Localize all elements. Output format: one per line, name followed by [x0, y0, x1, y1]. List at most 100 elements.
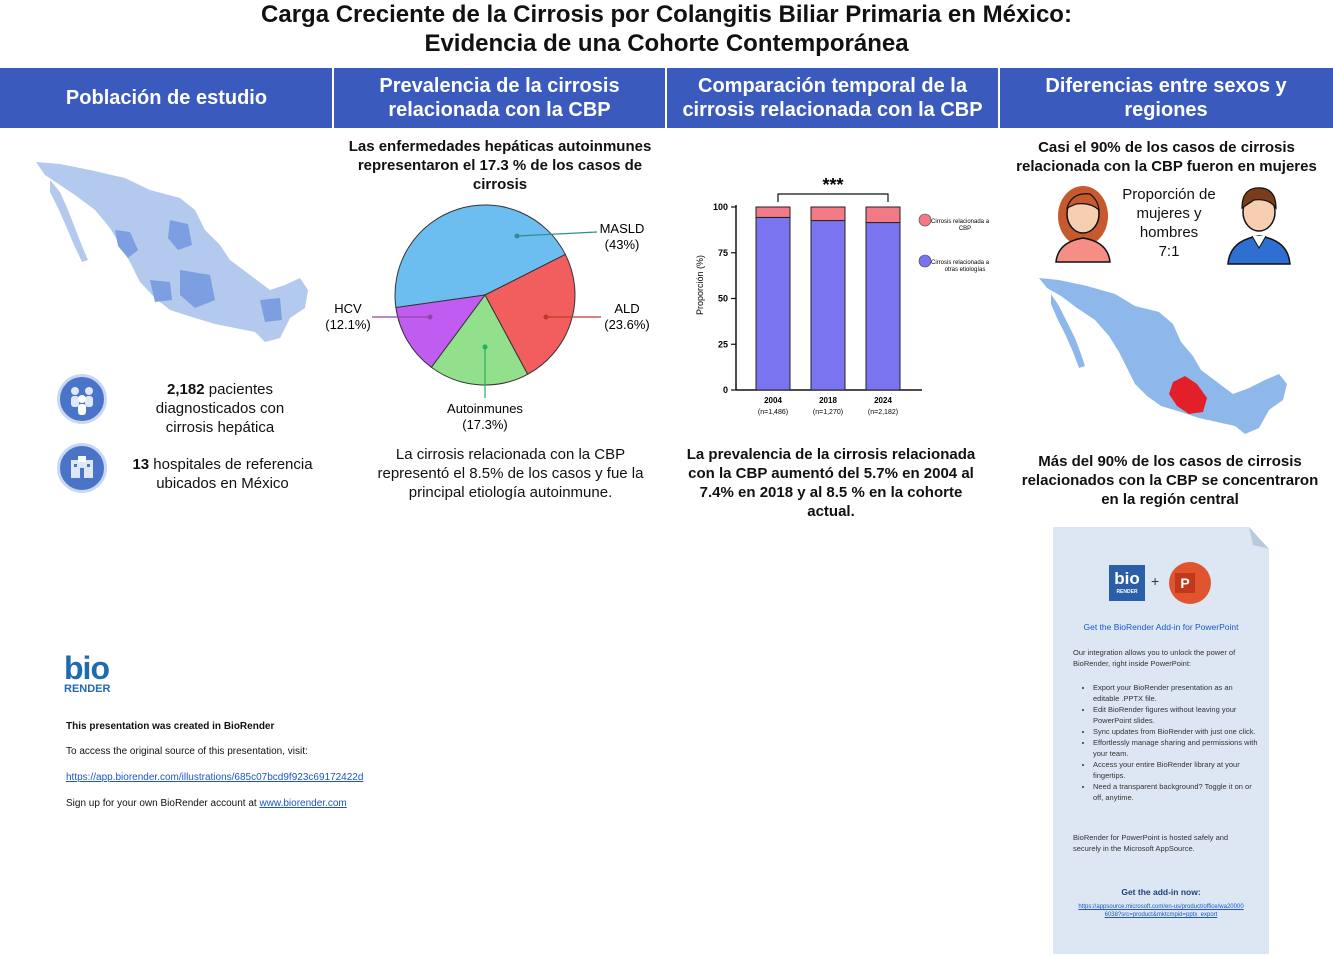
y-axis-label: Proporción (%)	[695, 255, 705, 315]
pie-slice-ald	[484, 253, 576, 375]
ald-label: ALD	[614, 301, 639, 316]
addin-intro: Our integration allows you to unlock the…	[1073, 648, 1236, 668]
powerpoint-icon: P	[1169, 562, 1211, 604]
sex-ratio-value: 7:1	[1158, 243, 1180, 260]
page-title: Carga Creciente de la Cirrosis por Colan…	[0, 0, 1333, 58]
addin-bullets: Export your BioRender presentation as an…	[1073, 682, 1258, 803]
hospitals-text: 13 hospitales de referencia ubicados en …	[120, 455, 325, 493]
region-bottom-text: Más del 90% de los casos de cirrosis rel…	[1021, 453, 1319, 508]
addin-title: Get the BioRender Add-in for PowerPoint	[1083, 622, 1239, 632]
auto-pct: (17.3%)	[462, 417, 508, 432]
patients-count: 2,182	[167, 381, 205, 398]
legend-pbc-line2: CBP	[959, 226, 971, 232]
legend-other-line2: otras etiologías	[945, 267, 986, 273]
patients-text: 2,182 pacientes diagnosticados con cirro…	[135, 380, 305, 437]
legend-pbc-line1: Cirrosis relacionada a	[931, 219, 990, 225]
biorender-source-link[interactable]: https://app.biorender.com/illustrations/…	[66, 772, 364, 783]
significance-stars: ***	[822, 175, 843, 195]
header-divider	[332, 68, 334, 128]
addin-logo-bottom: RENDER	[1116, 589, 1138, 595]
header-temporal: Comparación temporal de la cirrosis rela…	[666, 68, 999, 128]
bar-2018-other	[810, 220, 846, 391]
addin-plus: +	[1151, 573, 1160, 589]
biorender-signup-link[interactable]: www.biorender.com	[259, 798, 347, 809]
hcv-label: HCV	[334, 301, 362, 316]
masld-leader-dot	[514, 233, 520, 239]
patients-label: pacientes diagnosticados con cirrosis he…	[155, 381, 285, 436]
addin-link[interactable]: https://appsource.microsoft.com/en-us/pr…	[1078, 904, 1244, 918]
legend-other-swatch	[918, 254, 932, 268]
patients-icon	[57, 374, 107, 424]
sex-top-text: Casi el 90% de los casos de cirrosis rel…	[1016, 139, 1317, 175]
x-tick-sublabel: (n=1,486)	[758, 409, 788, 416]
mexico-region-map	[1039, 278, 1287, 434]
header-divider	[665, 68, 667, 128]
central-region-highlight	[1169, 376, 1207, 414]
addin-panel: bio RENDER + P Get the BioRender Add-in …	[1053, 527, 1269, 954]
biorender-logo-top: bio	[64, 650, 110, 686]
addin-bullet: Effortlessly manage sharing and permissi…	[1093, 737, 1258, 759]
x-tick-label: 2004	[764, 396, 782, 405]
auto-label: Autoinmunes	[447, 401, 523, 416]
addin-bullet: Export your BioRender presentation as an…	[1093, 682, 1258, 704]
y-tick-label: 75	[718, 248, 728, 258]
mexico-map	[36, 162, 308, 342]
ald-leader-dot	[543, 314, 549, 320]
biorender-signup: Sign up for your own BioRender account a…	[66, 797, 347, 810]
masld-pct: (43%)	[605, 237, 640, 252]
ald-pct: (23.6%)	[604, 317, 650, 332]
masld-label: MASLD	[600, 221, 645, 236]
y-tick-label: 50	[718, 294, 728, 304]
auto-leader-dot	[482, 344, 488, 350]
masld-leader-line	[516, 231, 598, 237]
addin-cta: Get the add-in now:	[1121, 887, 1201, 897]
y-tick-label: 25	[718, 339, 728, 349]
man-icon	[1227, 187, 1291, 265]
biorender-logo: bio RENDER	[64, 650, 111, 696]
addin-bullet: Need a transparent background? Toggle it…	[1093, 781, 1258, 803]
header-sex-region: Diferencias entre sexos y regiones	[999, 68, 1333, 128]
sex-ratio-label: Proporción de mujeres y hombres	[1122, 186, 1216, 241]
prevalence-top-text: Las enfermedades hepáticas autoinmunes r…	[348, 138, 652, 193]
x-tick-sublabel: (n=1,270)	[813, 409, 843, 416]
biorender-logo-bottom: RENDER	[64, 683, 111, 695]
bar-2024-pbc	[865, 206, 901, 224]
addin-bullet: Sync updates from BioRender with just on…	[1093, 726, 1258, 737]
x-tick-sublabel: (n=2,182)	[868, 409, 898, 416]
header-study-population: Población de estudio	[0, 68, 333, 128]
legend-pbc-swatch	[918, 213, 932, 227]
significance-bracket	[777, 193, 889, 202]
biorender-signup-text: Sign up for your own BioRender account a…	[66, 798, 257, 809]
addin-logo-top: bio	[1114, 569, 1140, 588]
stacked-bar-chart: Proporción (%) 0 25 50 75 100 2004 (n=1,486) 2…	[695, 175, 990, 416]
y-tick-label: 0	[723, 385, 728, 395]
pie-slice-hcv	[395, 294, 487, 368]
addin-hosted: BioRender for PowerPoint is hosted safel…	[1073, 833, 1229, 853]
hospitals-count: 13	[132, 456, 150, 473]
header-prevalence: Prevalencia de la cirrosis relacionada c…	[333, 68, 666, 128]
legend-other-line1: Cirrosis relacionada a	[931, 260, 990, 266]
biorender-access: To access the original source of this pr…	[66, 746, 308, 757]
temporal-bottom-text: La prevalencia de la cirrosis relacionad…	[686, 446, 976, 520]
prevalence-bottom-text: La cirrosis relacionada con la CBP repre…	[377, 446, 644, 501]
bar-2018-pbc	[810, 206, 846, 222]
title-line-2: Evidencia de una Cohorte Contemporánea	[424, 30, 909, 57]
biorender-created: This presentation was created in BioRend…	[66, 721, 275, 732]
bar-2004-pbc	[755, 206, 791, 218]
pie-chart: MASLD (43%) ALD (23.6%) HCV (12.1%) Auto…	[325, 204, 650, 432]
y-tick-label: 100	[713, 202, 728, 212]
addin-bullet: Access your entire BioRender library at …	[1093, 759, 1258, 781]
hcv-leader-dot	[427, 314, 433, 320]
pie-slice-masld	[394, 204, 567, 309]
x-tick-label: 2024	[874, 396, 892, 405]
ppt-letter: P	[1175, 573, 1195, 593]
hospitals-label: hospitales de referencia ubicados en Méx…	[153, 456, 313, 492]
bar-2004-other	[755, 216, 791, 391]
bar-2024-other	[865, 222, 901, 391]
addin-bullet: Edit BioRender figures without leaving y…	[1093, 704, 1258, 726]
title-line-1: Carga Creciente de la Cirrosis por Colan…	[261, 1, 1072, 28]
addin-biorender-logo: bio RENDER	[1109, 565, 1145, 601]
page-fold-icon	[1249, 527, 1269, 549]
pie-slice-autoinmunes	[430, 294, 529, 386]
header-divider	[998, 68, 1000, 128]
